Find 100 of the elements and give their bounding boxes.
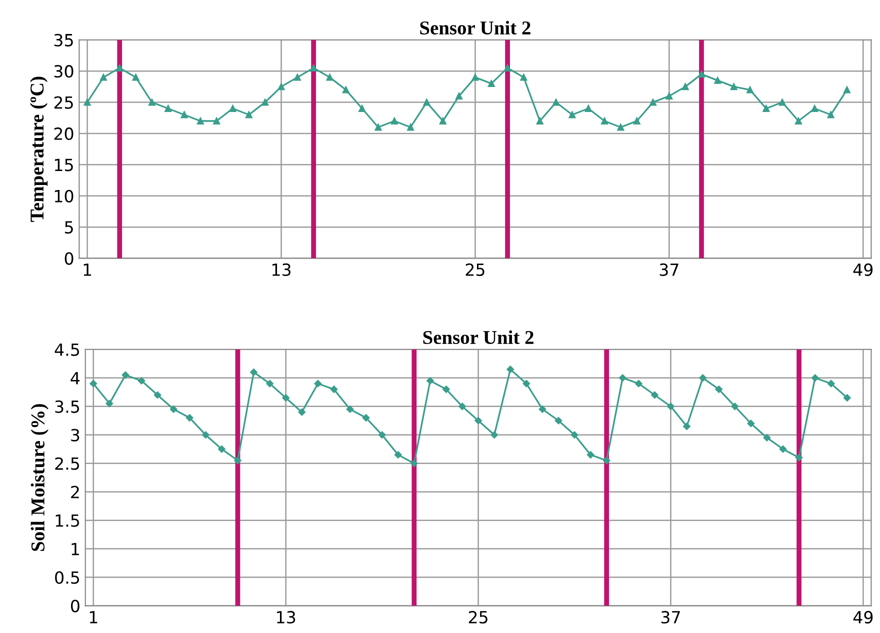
- point: [426, 377, 434, 384]
- point: [298, 408, 306, 416]
- point: [538, 406, 546, 413]
- point: [410, 460, 418, 467]
- point: [234, 456, 242, 464]
- point: [584, 105, 592, 112]
- point: [218, 445, 226, 453]
- y-tick-label: 25: [54, 96, 73, 109]
- point: [202, 431, 210, 439]
- point: [747, 420, 755, 428]
- point: [651, 391, 658, 399]
- point: [186, 414, 194, 422]
- point: [490, 431, 498, 439]
- y-tick-label: 0: [64, 252, 74, 265]
- point: [731, 402, 739, 410]
- y-tick-label: 1.5: [56, 514, 80, 527]
- point: [378, 431, 386, 439]
- point: [294, 74, 301, 81]
- x-tick-label: 25: [466, 263, 484, 276]
- x-tick-label: 1: [84, 264, 92, 276]
- point: [635, 380, 642, 388]
- y-tick-label: 3: [71, 428, 80, 442]
- y-tick-label: 1: [72, 542, 79, 556]
- point: [472, 74, 479, 81]
- point: [116, 64, 124, 72]
- point: [554, 416, 562, 424]
- point: [423, 98, 430, 106]
- point: [245, 111, 252, 118]
- chart-title: Sensor Unit 2: [420, 20, 530, 35]
- y-tick-label: 10: [54, 190, 74, 202]
- point: [811, 374, 819, 382]
- point: [779, 445, 787, 453]
- point: [536, 118, 544, 124]
- point: [522, 380, 530, 388]
- x-tick-label: 37: [661, 610, 680, 624]
- y-axis-title: Temperature (ºC): [30, 76, 48, 222]
- point: [827, 111, 834, 118]
- point: [795, 454, 803, 462]
- point: [618, 374, 626, 382]
- point: [650, 98, 656, 106]
- point: [407, 124, 414, 131]
- point: [586, 451, 594, 458]
- y-tick-label: 5: [65, 221, 73, 234]
- point: [358, 105, 366, 112]
- point: [90, 380, 98, 388]
- point: [682, 83, 689, 90]
- point: [794, 118, 802, 124]
- point: [506, 366, 514, 373]
- point: [138, 377, 146, 384]
- point: [262, 98, 269, 106]
- point: [570, 431, 578, 439]
- point: [667, 402, 674, 410]
- point: [164, 105, 172, 112]
- point: [843, 86, 850, 94]
- point: [699, 374, 706, 382]
- y-tick-label: 4.5: [54, 344, 80, 356]
- point: [844, 394, 851, 402]
- y-tick-label: 2: [71, 486, 79, 498]
- point: [122, 371, 130, 379]
- chart-title: Sensor Unit 2: [423, 330, 534, 344]
- point: [106, 400, 114, 408]
- point: [196, 118, 204, 124]
- point: [666, 92, 673, 100]
- point: [602, 456, 610, 464]
- point: [778, 98, 786, 106]
- point: [730, 83, 738, 90]
- point: [698, 70, 705, 78]
- point: [229, 105, 236, 112]
- y-tick-label: 35: [54, 34, 73, 46]
- x-tick-label: 49: [853, 263, 873, 276]
- point: [504, 64, 511, 72]
- point: [390, 118, 398, 124]
- y-tick-label: 2.5: [55, 457, 80, 470]
- point: [683, 422, 690, 430]
- point: [601, 118, 608, 124]
- point: [746, 86, 754, 94]
- x-tick-label: 13: [272, 263, 291, 276]
- point: [520, 74, 528, 81]
- y-tick-label: 15: [54, 158, 73, 172]
- point: [827, 380, 835, 388]
- point: [488, 80, 495, 88]
- point: [170, 406, 178, 413]
- point: [310, 64, 318, 72]
- point: [342, 86, 350, 94]
- x-tick-label: 25: [468, 610, 488, 624]
- y-tick-label: 0.5: [55, 571, 80, 584]
- point: [456, 92, 463, 100]
- point: [439, 118, 446, 124]
- x-tick-label: 37: [660, 263, 678, 276]
- y-tick-label: 20: [54, 127, 74, 140]
- point: [282, 394, 290, 402]
- point: [330, 386, 338, 393]
- point: [314, 380, 322, 388]
- point: [715, 386, 722, 393]
- point: [762, 105, 770, 112]
- point: [442, 386, 450, 393]
- point: [633, 118, 640, 124]
- y-tick-label: 4: [70, 372, 80, 384]
- y-axis-title: Soil Moisture (%): [30, 404, 48, 551]
- point: [154, 391, 162, 399]
